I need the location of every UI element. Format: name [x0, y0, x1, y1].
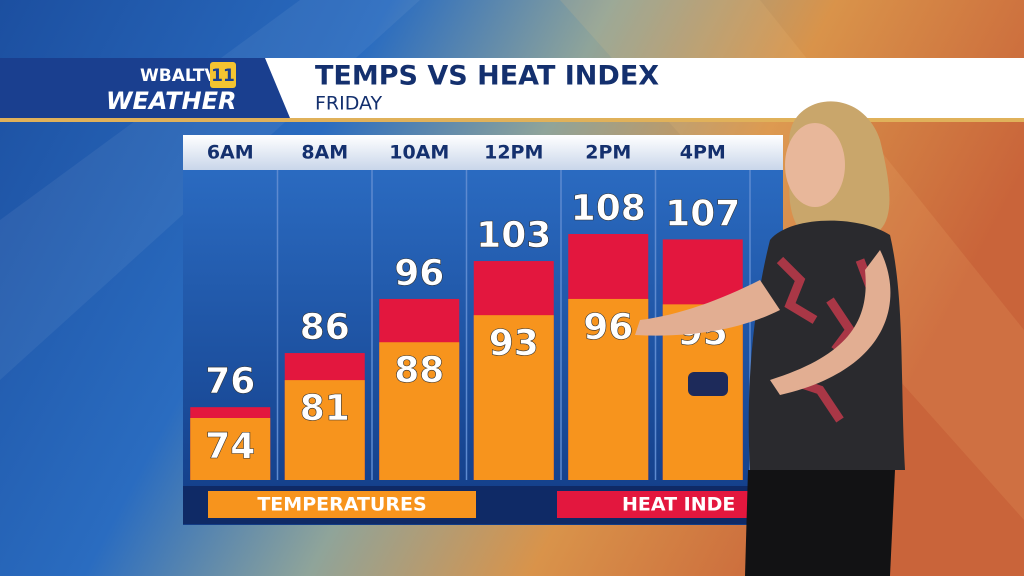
channel-number: 11 — [211, 66, 235, 86]
x-tick-label: 8AM — [301, 142, 348, 164]
value-label: 86 — [300, 307, 350, 348]
value-label: 93 — [489, 323, 539, 364]
value-label: 74 — [205, 426, 255, 467]
temperature-bar — [379, 342, 460, 480]
station-name: WBALTV — [140, 66, 218, 86]
channel-badge — [210, 62, 236, 88]
logo-box — [0, 58, 300, 118]
value-label: 81 — [300, 388, 350, 429]
value-label: 96 — [583, 307, 633, 348]
temperature-bar — [568, 298, 649, 480]
temperature-bar — [473, 315, 554, 480]
x-tick-label: 10AM — [389, 142, 449, 164]
x-tick-label: 2PM — [585, 142, 631, 164]
chart-subtitle: FRIDAY — [315, 93, 383, 115]
temperature-bar — [190, 418, 271, 480]
x-tick-label: 6AM — [207, 142, 254, 164]
title-rule — [0, 118, 1024, 122]
value-label: 108 — [571, 188, 646, 229]
value-label: 107 — [665, 193, 740, 234]
value-label: 76 — [205, 361, 255, 402]
value-label: 103 — [476, 215, 551, 256]
column-header — [183, 135, 783, 170]
legend-swatch — [208, 491, 476, 518]
temperature-bar — [284, 380, 365, 480]
value-label: 88 — [394, 350, 444, 391]
x-tick-label: 12PM — [484, 142, 543, 164]
x-tick-label: 4PM — [680, 142, 726, 164]
chart-title: TEMPS VS HEAT INDEX — [315, 61, 659, 92]
legend-label: TEMPERATURES — [257, 494, 426, 516]
value-label: 96 — [394, 253, 444, 294]
presenter — [635, 101, 905, 576]
legend-swatch — [557, 491, 777, 518]
legend-label: HEAT INDE — [622, 494, 735, 516]
brand: WEATHER — [106, 87, 236, 115]
